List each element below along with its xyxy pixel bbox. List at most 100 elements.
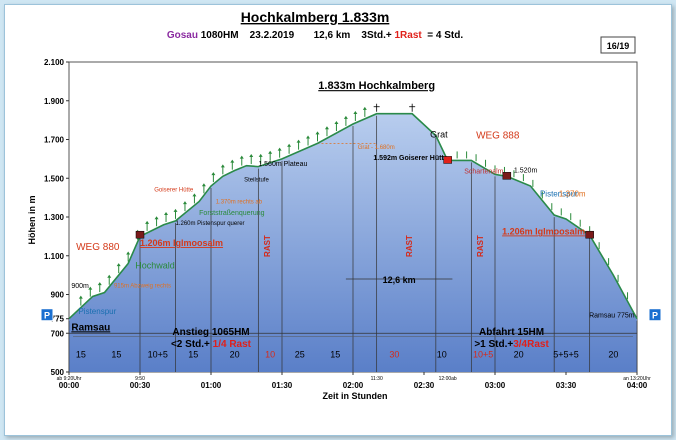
chart-title: Hochkalmberg 1.833m <box>241 9 390 25</box>
ascent-arrowhead <box>88 286 93 290</box>
annotation-grat-top: Grat <box>430 130 448 140</box>
parking-icon <box>648 308 662 322</box>
annotation-weg888: WEG 888 <box>476 131 520 142</box>
segment-label: 20 <box>608 349 618 359</box>
ascent-arrowhead <box>268 150 273 154</box>
y-tick-label: 1.100 <box>44 252 65 261</box>
hut-marker <box>135 230 145 239</box>
ascent-arrowhead <box>145 220 150 224</box>
duration-prefix: >1 Std.+ <box>474 339 513 350</box>
ascent-arrowhead <box>116 263 121 267</box>
annotation-summit-title: 1.833m Hochkalmberg <box>318 80 435 92</box>
annotation-ramsau-right: Ramsau 775m <box>589 312 635 319</box>
segment-label: 10 <box>437 349 447 359</box>
annotation-iglmoos-right: 1.206m Iglmoosalm <box>502 226 585 236</box>
ascent-arrowhead <box>220 164 225 168</box>
y-tick-label: 2.100 <box>44 58 65 67</box>
x-tick-label: 02:00 <box>343 381 364 390</box>
subtitle-details: 1080HM 23.2.2019 12,6 km 3Std.+ <box>201 30 392 41</box>
plot-area: 2.100 1.900 1.700 1.500 1.300 1.100 900 775 700 5… <box>40 58 662 390</box>
subtitle-place: Gosau <box>167 30 198 41</box>
page-badge: 16/19 <box>607 41 630 51</box>
rast-label: RAST <box>405 235 414 257</box>
parking-icon <box>40 308 54 322</box>
hut-marker <box>585 230 594 239</box>
x-tick-label: 03:30 <box>556 381 577 390</box>
subtitle-rest: 1Rast <box>394 30 422 41</box>
ascent-arrowhead <box>107 274 112 278</box>
y-tick-label: 775 <box>51 315 65 324</box>
ascent-arrowhead <box>287 143 292 147</box>
ascent-arrowhead <box>362 106 367 110</box>
duration-prefix: <2 Std.+ <box>171 339 213 350</box>
distance-label: 12,6 km <box>383 275 416 285</box>
x-tick-label: 04:00 <box>627 381 648 390</box>
annotation-grat-info: Grat - 1.680m <box>358 145 395 151</box>
page-badge-box <box>600 36 636 54</box>
y-tick-label: 500 <box>51 368 65 377</box>
ascent-arrowhead <box>154 216 159 220</box>
parking-label: P <box>44 311 50 321</box>
time-mark: 11:30 <box>371 376 383 382</box>
y-tick-label: 700 <box>51 329 65 338</box>
rast-label: RAST <box>476 235 485 257</box>
annotation-plateau: 1.560m Plateau <box>258 161 307 168</box>
annotation-forststrasse: Forststraßenquerung <box>199 210 264 217</box>
subtitle-total: = 4 Std. <box>425 30 464 41</box>
annotation-hoehe-1520: 1.520m <box>514 167 538 174</box>
rast-label: RAST <box>263 235 272 257</box>
ascent-arrowhead <box>324 126 329 130</box>
x-axis-label: Zeit in Stunden <box>323 391 388 401</box>
ascent-arrowhead <box>164 211 169 215</box>
ascent-arrowhead <box>306 135 311 139</box>
ascent-arrowhead <box>353 110 358 114</box>
y-tick-label: 1.500 <box>44 174 65 183</box>
y-tick-label: 900 <box>51 291 65 300</box>
annotation-pistenspur-querer: 1.260m Pistenspur querer <box>176 221 245 227</box>
duration-label: <2 Std.+ 1/4 Rast <box>171 339 252 350</box>
annotation-abfahrt: Abfahrt 15HM <box>479 327 544 338</box>
elevation-line <box>68 112 638 320</box>
segment-label: 30 <box>389 349 399 359</box>
annotation-hoehe-900: 900m <box>71 283 89 290</box>
annotation-hochwald: Hochwald <box>135 260 175 270</box>
x-tick-label: 01:00 <box>201 381 222 390</box>
annotation-goiserer-sign: Goiserer Hütte <box>154 187 194 193</box>
annotation-pistenspur-right: Pistenspur <box>540 189 578 198</box>
ascent-arrowhead <box>126 251 131 255</box>
duration-rest: 1/4 Rast <box>213 339 252 350</box>
annotation-ramsau-left: Ramsau <box>71 322 110 333</box>
annotation-goiserer-huette: 1.592m Goiserer Hütte <box>373 155 447 162</box>
segment-label: 5+5+5 <box>553 349 579 359</box>
segment-label: 15 <box>76 349 86 359</box>
ascent-arrowhead <box>182 201 187 205</box>
ascent-arrowhead <box>230 159 235 163</box>
annotation-iglmoos-left: 1.206m Iglmoosalm <box>140 238 223 248</box>
annotation-hoehe-1370: 1.370m <box>559 190 586 199</box>
segment-label: 25 <box>295 349 305 359</box>
ascent-arrowhead <box>343 115 348 119</box>
ascent-arrowhead <box>249 154 254 158</box>
hut-marker <box>502 172 512 180</box>
time-mark: ab 9:20Uhr <box>57 376 82 382</box>
duration-rest: 3/4Rast <box>513 339 549 350</box>
y-tick-label: 1.700 <box>44 136 65 145</box>
annotation-steilstufe: Steilstufe <box>244 178 269 184</box>
segment-label: 10+5 <box>473 349 493 359</box>
ascent-arrowhead <box>201 183 206 187</box>
ascent-arrowhead <box>97 282 102 286</box>
annotation-weg880: WEG 880 <box>76 242 120 253</box>
x-tick-label: 00:30 <box>130 381 151 390</box>
segment-label: 15 <box>188 349 198 359</box>
time-mark: 9:50 <box>135 376 145 382</box>
annotation-hoehe-1370-left: 1.370m rechts ab <box>216 199 263 205</box>
ascent-arrowhead <box>296 139 301 143</box>
annotation-schartenalm: Schartenalm <box>464 168 503 175</box>
time-mark: an 13:20Uhr <box>623 376 651 382</box>
duration-label: >1 Std.+3/4Rast <box>474 339 549 350</box>
annotation-pistenspur-left: Pistenspur <box>78 307 116 316</box>
segment-label: 15 <box>111 349 121 359</box>
annotation-abzweig: 915m Abzweig rechts <box>114 284 171 290</box>
y-tick-label: 1.300 <box>44 213 65 222</box>
y-axis-label: Höhen in m <box>27 196 37 245</box>
